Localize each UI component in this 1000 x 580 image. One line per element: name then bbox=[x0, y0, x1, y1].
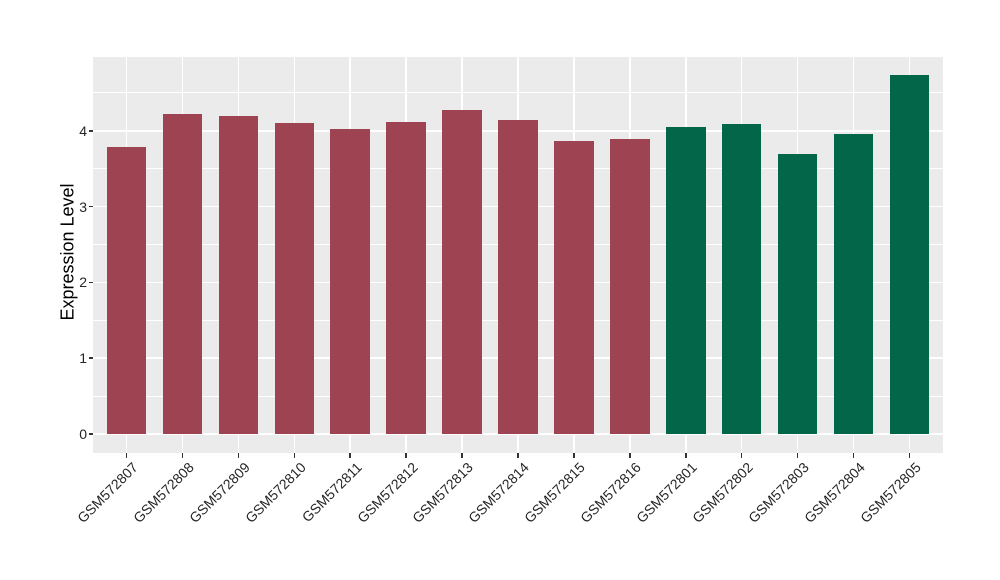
bar-GSM572810 bbox=[274, 123, 315, 434]
x-tick-mark bbox=[461, 453, 463, 458]
x-tick-mark bbox=[181, 453, 184, 458]
bar-GSM572802 bbox=[721, 123, 762, 434]
x-tick-mark bbox=[629, 453, 631, 458]
x-tick-mark bbox=[125, 453, 128, 458]
bar-GSM572812 bbox=[386, 121, 426, 434]
x-tick-mark bbox=[293, 453, 296, 458]
bar-GSM572807 bbox=[106, 146, 147, 434]
bar-GSM572805 bbox=[889, 74, 930, 434]
bar-GSM572809 bbox=[218, 115, 259, 434]
y-tick-label: 1 bbox=[79, 350, 87, 367]
x-tick-mark bbox=[237, 453, 240, 458]
y-tick-label: 0 bbox=[79, 426, 87, 442]
x-tick-mark bbox=[740, 453, 743, 458]
y-tick-mark bbox=[89, 281, 93, 284]
y-tick-mark bbox=[89, 433, 93, 435]
bar-GSM572814 bbox=[498, 120, 538, 434]
bar-GSM572804 bbox=[833, 133, 874, 434]
y-tick-mark bbox=[89, 130, 93, 132]
y-tick-label: 2 bbox=[79, 274, 87, 291]
bar-GSM572811 bbox=[330, 129, 371, 434]
bar-GSM572813 bbox=[442, 110, 482, 434]
y-tick-label: 4 bbox=[79, 122, 87, 139]
bar-GSM572803 bbox=[777, 153, 818, 434]
x-tick-mark bbox=[573, 453, 575, 458]
y-tick-label: 3 bbox=[79, 198, 87, 215]
bar-GSM572801 bbox=[665, 127, 706, 434]
x-tick-mark bbox=[517, 453, 519, 458]
x-tick-mark bbox=[908, 453, 911, 458]
x-tick-mark bbox=[405, 453, 407, 458]
plot-panel bbox=[93, 57, 943, 453]
bar-GSM572816 bbox=[610, 139, 650, 434]
x-tick-mark bbox=[852, 453, 855, 458]
y-tick-mark bbox=[89, 205, 93, 208]
x-tick-mark bbox=[685, 453, 687, 458]
bar-GSM572815 bbox=[554, 141, 594, 434]
bar-GSM572808 bbox=[162, 114, 203, 434]
x-tick-mark bbox=[796, 453, 799, 458]
y-tick-mark bbox=[89, 357, 93, 359]
x-tick-mark bbox=[349, 453, 351, 458]
